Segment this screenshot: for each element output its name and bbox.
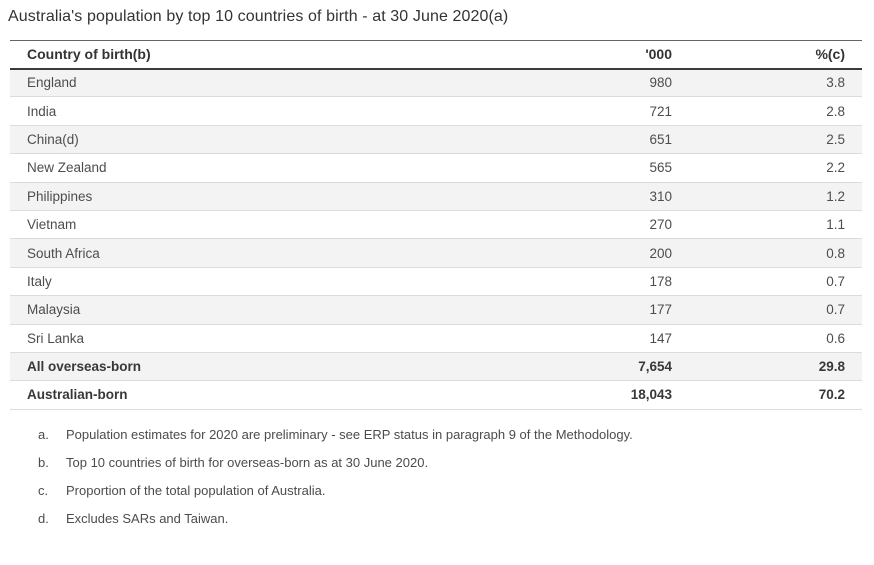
cell-percent: 2.5 [826,131,845,147]
cell-percent: 0.8 [826,245,845,261]
cell-thousands: 147 [649,330,672,346]
cell-thousands: 177 [649,302,672,318]
cell-country: Sri Lanka [27,330,85,346]
table-row: Australian-born 18,043 70.2 [10,381,862,410]
cell-percent: 0.7 [826,302,845,318]
cell-percent: 0.7 [826,273,845,289]
cell-thousands: 651 [649,131,672,147]
cell-thousands: 18,043 [630,387,672,403]
footnote: a. Population estimates for 2020 are pre… [38,426,874,444]
cell-thousands: 310 [649,188,672,204]
table-row: New Zealand 565 2.2 [10,154,862,183]
cell-country: England [27,75,77,91]
footnote: d. Excludes SARs and Taiwan. [38,510,874,528]
cell-percent: 1.1 [826,217,845,233]
table-row: India 721 2.8 [10,97,862,126]
cell-percent: 2.2 [826,160,845,176]
footnote-text: Population estimates for 2020 are prelim… [66,426,633,442]
cell-percent: 2.8 [826,103,845,119]
population-table: Country of birth(b) '000 %(c) England 98… [10,40,862,410]
cell-country: Australian-born [27,387,128,403]
table-header: Country of birth(b) '000 %(c) [10,40,862,69]
cell-country: Malaysia [27,302,81,318]
cell-thousands: 980 [649,75,672,91]
table-row: Philippines 310 1.2 [10,182,862,211]
footnote-marker: c. [38,482,49,498]
table-row: China(d) 651 2.5 [10,125,862,154]
cell-country: China(d) [27,131,79,147]
footnote: c. Proportion of the total population of… [38,482,874,500]
page-title: Australia's population by top 10 countri… [8,8,509,25]
footnote-text: Excludes SARs and Taiwan. [66,510,229,526]
table-row: All overseas-born 7,654 29.8 [10,352,862,381]
cell-country: All overseas-born [27,359,142,375]
table-row: Malaysia 177 0.7 [10,295,862,325]
cell-country: South Africa [27,245,100,261]
footnote-text: Proportion of the total population of Au… [66,482,326,498]
cell-country: Philippines [27,188,93,204]
cell-thousands: 270 [649,217,672,233]
column-header-thousands: '000 [645,46,672,63]
cell-thousands: 721 [649,103,672,119]
table-row: South Africa 200 0.8 [10,238,862,268]
footnote: b. Top 10 countries of birth for oversea… [38,454,874,472]
table-row: Vietnam 270 1.1 [10,210,862,239]
cell-thousands: 565 [649,160,672,176]
cell-country: Vietnam [27,217,77,233]
column-header-country: Country of birth(b) [27,46,151,63]
cell-country: Italy [27,273,52,289]
footnotes: a. Population estimates for 2020 are pre… [38,426,874,528]
footnote-marker: d. [38,510,49,526]
cell-percent: 3.8 [826,75,845,91]
cell-percent: 29.8 [818,359,845,375]
footnote-marker: b. [38,454,49,470]
cell-thousands: 200 [649,245,672,261]
cell-country: India [27,103,57,119]
table-row: Sri Lanka 147 0.6 [10,324,862,353]
table-row: Italy 178 0.7 [10,267,862,296]
cell-thousands: 7,654 [638,359,672,375]
footnote-text: Top 10 countries of birth for overseas-b… [66,454,429,470]
table-row: England 980 3.8 [10,68,862,97]
cell-thousands: 178 [649,273,672,289]
cell-percent: 1.2 [826,188,845,204]
column-header-percent: %(c) [815,46,845,63]
cell-country: New Zealand [27,160,107,176]
cell-percent: 0.6 [826,330,845,346]
cell-percent: 70.2 [818,387,845,403]
table-header-row: Country of birth(b) '000 %(c) [10,40,862,69]
footnote-marker: a. [38,426,49,442]
table-body: England 980 3.8 India 721 2.8 China(d) 6… [10,68,862,410]
